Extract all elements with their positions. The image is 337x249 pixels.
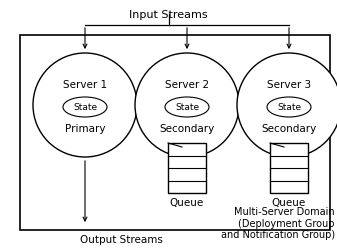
Circle shape bbox=[135, 53, 239, 157]
Bar bbox=[20, 35, 330, 230]
Text: State: State bbox=[277, 103, 301, 112]
Text: Queue: Queue bbox=[272, 198, 306, 208]
Text: Secondary: Secondary bbox=[159, 124, 215, 134]
Circle shape bbox=[237, 53, 337, 157]
Text: Secondary: Secondary bbox=[262, 124, 317, 134]
Text: State: State bbox=[73, 103, 97, 112]
Circle shape bbox=[33, 53, 137, 157]
Text: Server 1: Server 1 bbox=[63, 80, 107, 90]
Text: Queue: Queue bbox=[170, 198, 204, 208]
Ellipse shape bbox=[165, 97, 209, 117]
Text: Primary: Primary bbox=[65, 124, 105, 134]
Text: Multi-Server Domain
(Deployment Group
and Notification Group): Multi-Server Domain (Deployment Group an… bbox=[221, 207, 335, 240]
Text: Server 2: Server 2 bbox=[165, 80, 209, 90]
Text: Output Streams: Output Streams bbox=[80, 235, 163, 245]
Bar bbox=[270, 143, 308, 193]
Text: State: State bbox=[175, 103, 199, 112]
Text: Input Streams: Input Streams bbox=[129, 10, 208, 20]
Ellipse shape bbox=[63, 97, 107, 117]
Text: Server 3: Server 3 bbox=[267, 80, 311, 90]
Bar bbox=[168, 143, 206, 193]
Ellipse shape bbox=[267, 97, 311, 117]
